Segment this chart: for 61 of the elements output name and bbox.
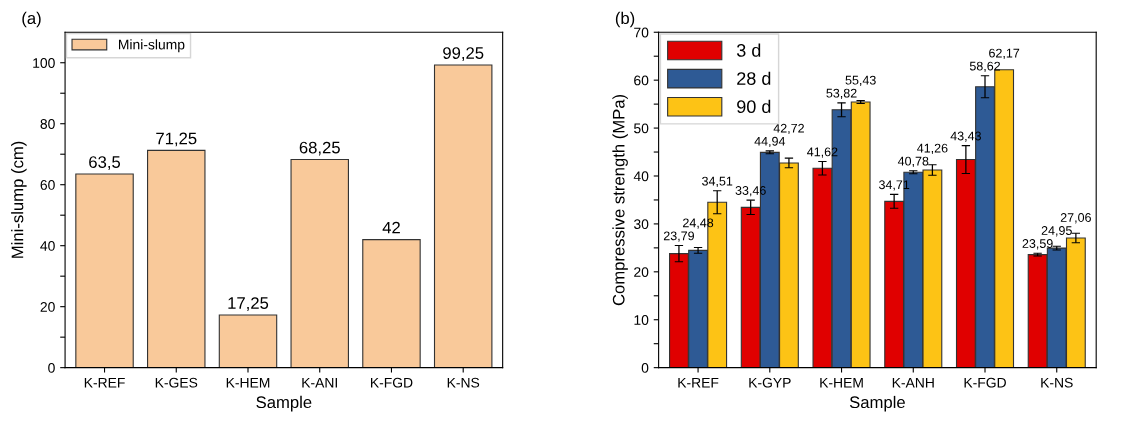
x-tick-label: K-FGD xyxy=(371,377,413,388)
y-tick-label: 40 xyxy=(40,241,55,251)
y-tick-label: 60 xyxy=(40,180,55,190)
data-label: 44,94 xyxy=(754,136,786,148)
y-tick-label: 50 xyxy=(634,123,649,134)
data-label: 58,62 xyxy=(969,61,1001,72)
y-axis-title: Compressive strength (MPa) xyxy=(612,94,628,306)
data-label: 99,25 xyxy=(443,47,484,61)
x-tick-label: K-ANI xyxy=(302,377,337,388)
legend-label: Mini-slump xyxy=(118,39,185,53)
y-tick-label: 60 xyxy=(634,75,649,86)
x-tick-label: K-HEM xyxy=(226,377,270,388)
x-tick-label: K-FGD xyxy=(964,377,1006,388)
y-tick-label: 0 xyxy=(48,362,55,373)
y-tick-label: 30 xyxy=(633,219,649,230)
data-label: 41,26 xyxy=(917,143,948,155)
data-label: 55,43 xyxy=(845,75,876,87)
x-axis-title: Sample xyxy=(849,395,905,412)
data-label: 40,78 xyxy=(897,156,929,168)
y-tick-label: 100 xyxy=(33,58,55,68)
data-label: 42 xyxy=(382,221,400,234)
x-axis-title: Sample xyxy=(256,395,312,412)
bar xyxy=(433,64,493,368)
chart-title: (b) xyxy=(615,11,635,28)
x-tick-label: K-NS xyxy=(1041,377,1073,388)
y-axis-title: Mini-slump (cm) xyxy=(11,141,27,258)
bar xyxy=(218,314,278,368)
legend-label: 28 d xyxy=(737,71,771,85)
y-tick-label: 80 xyxy=(40,119,55,129)
x-tick-label: K-GES xyxy=(155,377,198,388)
bar xyxy=(290,158,349,368)
bar xyxy=(362,239,421,368)
x-tick-label: K-REF xyxy=(678,377,719,388)
y-tick-label: 0 xyxy=(641,362,649,373)
data-label: 24,95 xyxy=(1041,226,1072,237)
bar xyxy=(147,149,206,368)
legend-label: 3 d xyxy=(736,43,761,57)
y-tick-label: 40 xyxy=(633,171,649,182)
data-label: 23,59 xyxy=(1022,239,1053,250)
bar xyxy=(75,173,134,368)
data-label: 27,06 xyxy=(1060,213,1091,224)
data-label: 34,51 xyxy=(702,176,733,188)
data-label: 62,17 xyxy=(989,48,1020,59)
data-label: 23,79 xyxy=(663,231,694,242)
legend-label: 90 d xyxy=(737,99,771,114)
data-label: 42,72 xyxy=(773,123,804,135)
data-label: 17,25 xyxy=(228,297,269,311)
x-tick-label: K-GYP xyxy=(749,377,791,388)
x-tick-label: K-NS xyxy=(447,377,480,388)
data-label: 53,82 xyxy=(826,88,857,100)
x-tick-label: K-ANH xyxy=(892,377,934,388)
data-label: 63,5 xyxy=(89,156,121,170)
x-tick-label: K-REF xyxy=(84,377,125,388)
data-label: 68,25 xyxy=(299,141,340,156)
y-tick-label: 20 xyxy=(634,267,649,277)
x-tick-label: K-HEM xyxy=(820,377,863,388)
y-tick-label: 70 xyxy=(634,27,649,38)
chart-title: (a) xyxy=(22,11,41,28)
data-label: 71,25 xyxy=(156,132,197,147)
y-tick-label: 20 xyxy=(40,302,55,312)
y-tick-label: 10 xyxy=(634,315,649,325)
